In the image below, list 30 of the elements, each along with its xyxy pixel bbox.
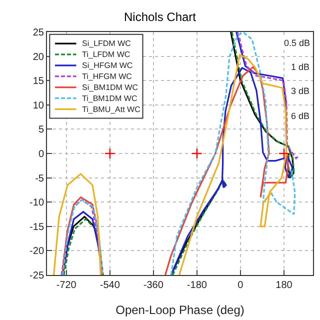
legend-label: Si_HFGM WC [82, 61, 133, 70]
x-tick-label: 0 [238, 280, 244, 291]
y-tick-label: 0 [38, 149, 44, 160]
y-tick-label: -20 [30, 246, 44, 258]
legend-label: Si_LFDM WC [82, 39, 132, 48]
x-tick-label: -180 [186, 280, 208, 291]
x-tick-label: -360 [143, 280, 164, 291]
y-tick-label: -10 [30, 198, 44, 209]
legend-label: Ti_HFGM WC [82, 72, 132, 81]
annotation: 1 dB [291, 62, 310, 72]
legend-label: Ti_BMU_Att WC [82, 105, 141, 114]
legend-label: Ti_LFDM WC [82, 50, 130, 59]
y-tick-label: 15 [32, 76, 44, 88]
y-tick-label: -5 [35, 173, 44, 184]
x-tick-label: -720 [56, 280, 77, 291]
y-tick-label: -15 [30, 222, 44, 233]
x-tick-label: -540 [100, 280, 120, 291]
annotation: 0.5 dB [284, 38, 310, 48]
legend-label: Ti_BM1DM WC [82, 94, 138, 103]
y-tick-label: 25 [32, 28, 44, 38]
y-tick-label: -25 [30, 270, 44, 282]
y-tick-label: 10 [32, 100, 44, 112]
y-tick-label: 20 [32, 52, 44, 63]
chart-title: Nichols Chart [124, 10, 197, 24]
annotation: 3 dB [291, 86, 310, 96]
y-tick-label: 5 [38, 124, 44, 136]
annotation: 6 dB [291, 111, 310, 121]
x-axis-title: Open-Loop Phase (deg) [116, 302, 244, 317]
legend-label: Si_BM1DM WC [82, 83, 138, 92]
x-tick-label: 180 [276, 280, 293, 291]
